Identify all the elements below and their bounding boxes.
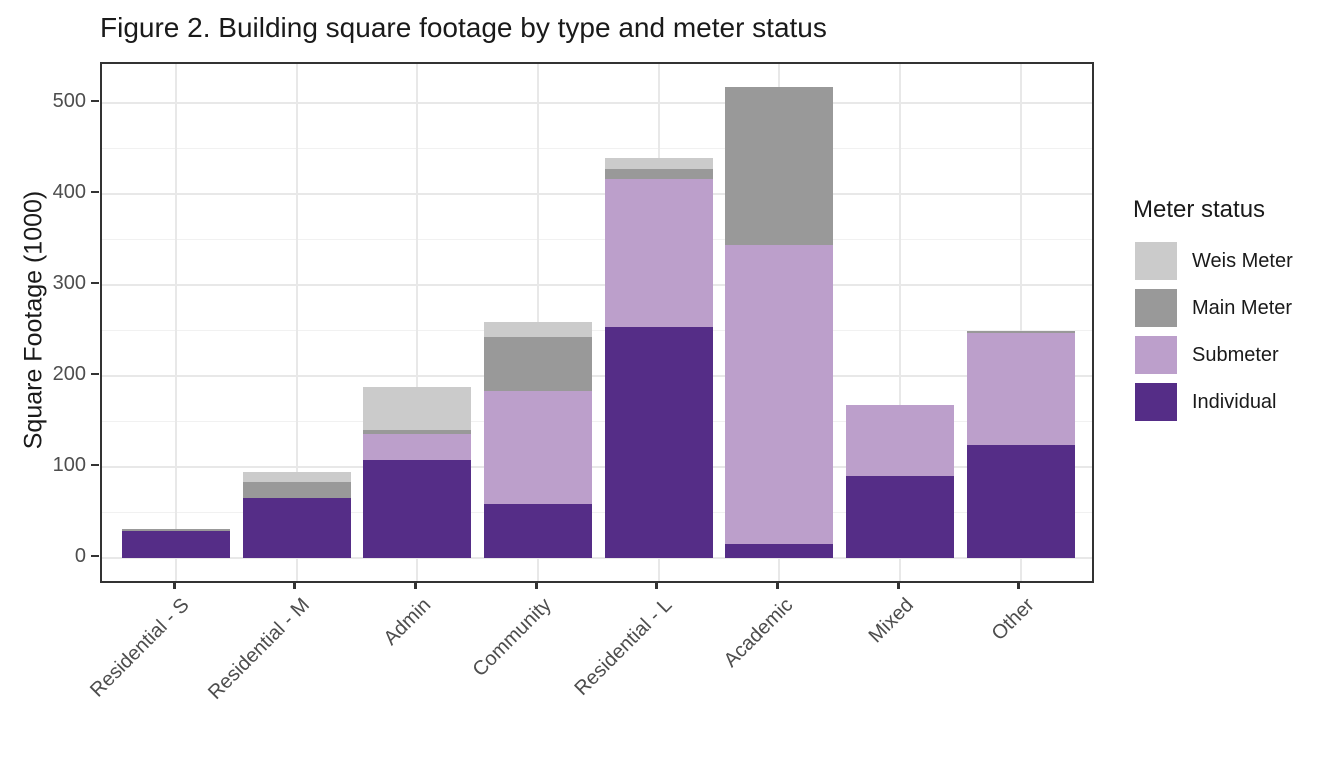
x-tick-label: Residential - L <box>570 594 677 700</box>
legend-swatch <box>1135 289 1177 327</box>
bar-segment-submeter <box>966 333 1075 446</box>
bar-segment-main-meter <box>604 168 713 179</box>
bar-segment-individual <box>363 459 472 558</box>
y-tick-mark <box>91 373 99 375</box>
vertical-gridline <box>1019 64 1022 581</box>
major-gridline <box>102 284 1092 286</box>
x-tick-mark <box>896 581 900 589</box>
minor-gridline <box>102 421 1092 422</box>
bar-segment-submeter <box>725 244 834 545</box>
x-tick-label: Residential - M <box>204 594 315 704</box>
legend-swatch <box>1135 336 1177 374</box>
bar-segment-individual <box>242 497 351 558</box>
bar-segment-submeter <box>363 434 472 460</box>
bar-segment-individual <box>846 476 955 558</box>
bar-segment-main-meter <box>242 481 351 498</box>
legend-title: Meter status <box>1133 196 1266 223</box>
x-tick-label: Other <box>987 594 1039 645</box>
x-tick-label: Community <box>468 594 556 682</box>
y-tick-mark <box>91 282 99 284</box>
legend-item: Submeter <box>1120 334 1340 381</box>
legend-item: Individual <box>1120 381 1340 428</box>
vertical-gridline <box>295 64 298 581</box>
y-tick-mark <box>91 464 99 466</box>
bar-segment-individual <box>604 326 713 558</box>
x-tick-label: Academic <box>719 594 798 672</box>
legend-label: Weis Meter <box>1192 250 1293 272</box>
y-axis-title: Square Footage (1000) <box>19 190 48 450</box>
bar-segment-main-meter <box>725 86 834 245</box>
major-gridline <box>102 466 1092 468</box>
y-tick-label: 100 <box>52 454 86 476</box>
x-tick-mark <box>172 581 176 589</box>
y-tick-mark <box>91 191 99 193</box>
x-tick-label: Admin <box>379 594 435 650</box>
y-tick-label: 0 <box>74 545 86 567</box>
minor-gridline <box>102 148 1092 149</box>
legend-label: Submeter <box>1192 344 1279 366</box>
legend-item: Main Meter <box>1120 287 1340 334</box>
major-gridline <box>102 375 1092 377</box>
x-tick-mark <box>293 581 297 589</box>
x-tick-mark <box>413 581 417 589</box>
x-tick-mark <box>775 581 779 589</box>
vertical-gridline <box>899 64 902 581</box>
minor-gridline <box>102 239 1092 240</box>
legend-label: Main Meter <box>1192 297 1293 319</box>
x-tick-label: Mixed <box>864 594 918 648</box>
chart-title: Figure 2. Building square footage by typ… <box>100 12 827 43</box>
major-gridline <box>102 557 1092 559</box>
minor-gridline <box>102 330 1092 331</box>
y-tick-label: 500 <box>52 90 86 112</box>
y-tick-label: 200 <box>52 363 86 385</box>
x-tick-label: Residential - S <box>86 594 194 702</box>
bar-segment-individual <box>725 544 834 558</box>
x-tick-mark <box>1017 581 1021 589</box>
bar-segment-main-meter <box>484 336 593 391</box>
bar-segment-main-meter <box>363 429 472 435</box>
y-tick-mark <box>91 555 99 557</box>
legend-item: Weis Meter <box>1120 240 1340 287</box>
minor-gridline <box>102 512 1092 513</box>
y-tick-mark <box>91 100 99 102</box>
y-tick-label: 400 <box>52 181 86 203</box>
legend-items: Weis Meter Main Meter Submeter Individual <box>1120 240 1340 428</box>
vertical-gridline <box>175 64 177 581</box>
bar-segment-submeter <box>484 390 593 505</box>
major-gridline <box>102 102 1092 104</box>
y-tick-label: 300 <box>52 272 86 294</box>
bar-segment-submeter <box>604 178 713 327</box>
bar-segment-main-meter <box>122 528 230 531</box>
bar-segment-weis-meter <box>242 471 351 482</box>
x-tick-mark <box>655 581 659 589</box>
vertical-gridline <box>416 64 419 581</box>
bar-segment-weis-meter <box>363 386 472 430</box>
plot-panel <box>100 62 1094 583</box>
bar-segment-main-meter <box>966 330 1075 334</box>
legend-swatch <box>1135 242 1177 280</box>
major-gridline <box>102 193 1092 195</box>
bar-segment-individual <box>966 445 1075 558</box>
bar-segment-weis-meter <box>604 157 713 169</box>
legend-label: Individual <box>1192 391 1277 413</box>
legend-swatch <box>1135 383 1177 421</box>
legend: Meter status Weis Meter Main Meter Submete… <box>1120 196 1340 428</box>
bar-segment-weis-meter <box>484 322 593 337</box>
bar-segment-individual <box>122 530 230 558</box>
x-tick-mark <box>534 581 538 589</box>
bar-segment-submeter <box>846 405 955 477</box>
bar-segment-individual <box>484 504 593 558</box>
